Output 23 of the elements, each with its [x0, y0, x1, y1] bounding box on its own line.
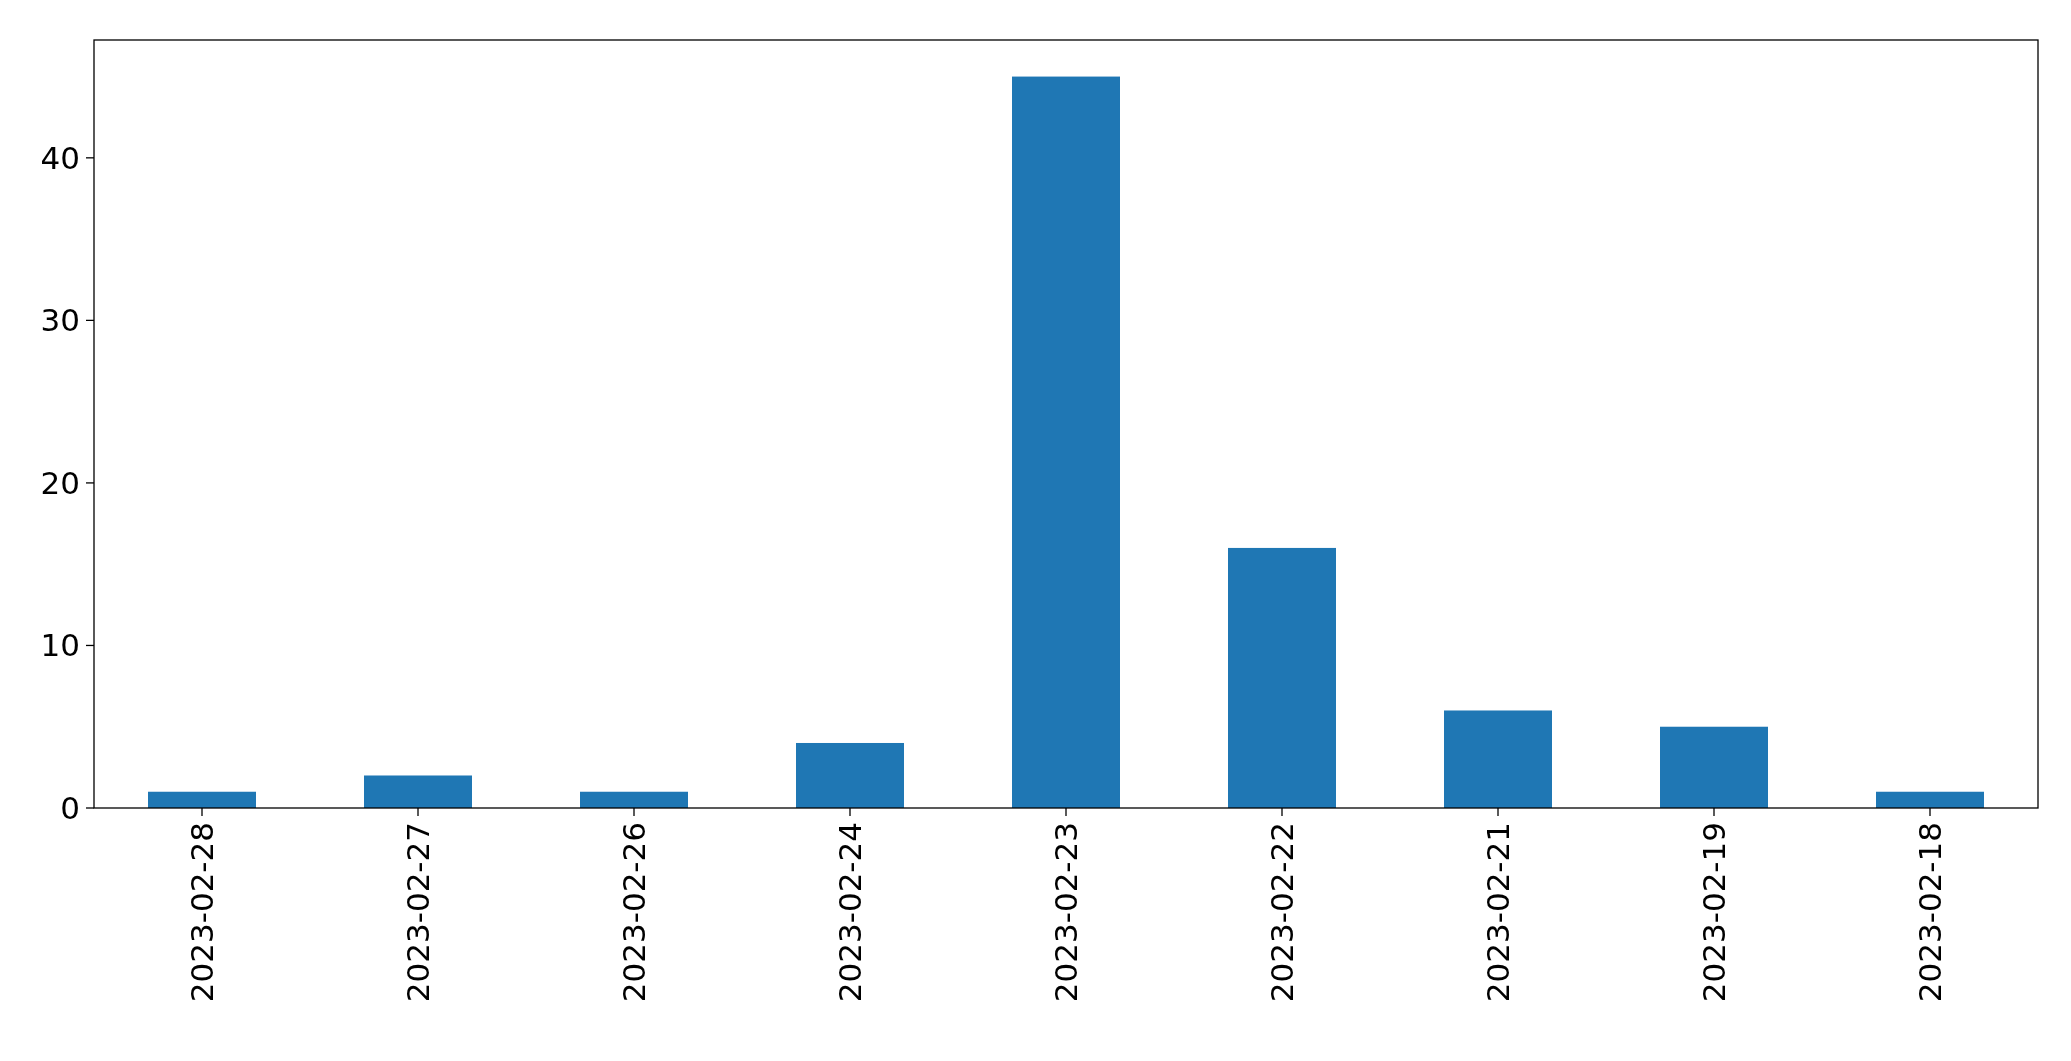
x-tick-label: 2023-02-26 — [615, 822, 652, 1003]
x-tick-label: 2023-02-21 — [1479, 822, 1516, 1003]
bar — [364, 775, 472, 808]
x-tick-label: 2023-02-24 — [831, 822, 868, 1003]
x-tick-label: 2023-02-22 — [1263, 822, 1300, 1003]
bar — [1876, 791, 1984, 808]
bar — [1012, 76, 1120, 808]
bar — [1228, 547, 1336, 808]
x-tick-label: 2023-02-28 — [183, 822, 220, 1003]
x-tick-label: 2023-02-27 — [399, 822, 436, 1003]
y-tick-label: 30 — [40, 302, 80, 339]
y-tick-label: 20 — [40, 464, 80, 501]
bar — [1444, 710, 1552, 808]
x-tick-label: 2023-02-19 — [1695, 822, 1732, 1003]
x-tick-label: 2023-02-23 — [1047, 822, 1084, 1003]
bar — [148, 791, 256, 808]
y-tick-label: 0 — [60, 789, 80, 826]
bar — [1660, 726, 1768, 808]
bar — [796, 742, 904, 808]
y-tick-label: 40 — [40, 139, 80, 176]
y-tick-label: 10 — [40, 627, 80, 664]
bar — [580, 791, 688, 808]
x-tick-label: 2023-02-18 — [1911, 822, 1948, 1003]
